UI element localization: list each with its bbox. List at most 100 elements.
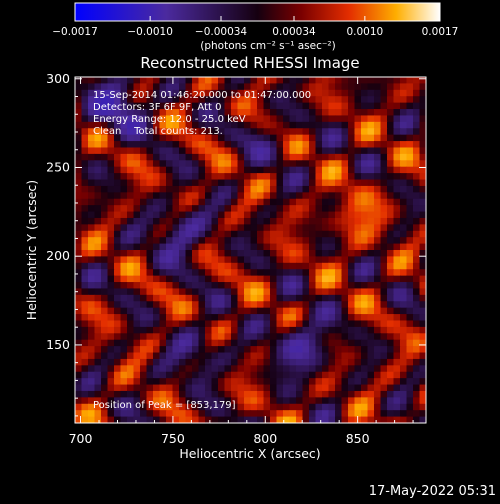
- heatmap-cell: [276, 89, 284, 97]
- heatmap-cell: [354, 83, 362, 91]
- heatmap-cell: [361, 288, 369, 296]
- heatmap-cell: [309, 141, 317, 149]
- heatmap-cell: [322, 141, 330, 149]
- heatmap-cell: [114, 192, 122, 200]
- heatmap-cell: [94, 250, 102, 258]
- heatmap-cell: [361, 102, 369, 110]
- heatmap-cell: [276, 192, 284, 200]
- heatmap-cell: [380, 173, 388, 181]
- heatmap-cell: [172, 397, 180, 405]
- heatmap-cell: [185, 121, 193, 129]
- heatmap-cell: [231, 134, 239, 142]
- heatmap-cell: [107, 121, 115, 129]
- heatmap-cell: [328, 384, 336, 392]
- heatmap-cell: [289, 134, 297, 142]
- heatmap-cell: [211, 301, 219, 309]
- heatmap-cell: [354, 326, 362, 334]
- heatmap-cell: [159, 198, 167, 206]
- heatmap-cell: [250, 275, 258, 283]
- heatmap-cell: [406, 89, 414, 97]
- heatmap-cell: [140, 185, 148, 193]
- heatmap-cell: [205, 365, 213, 373]
- heatmap-cell: [192, 153, 200, 161]
- heatmap-cell: [315, 179, 323, 187]
- heatmap-cell: [270, 230, 278, 238]
- heatmap-cell: [276, 262, 284, 270]
- heatmap-cell: [185, 346, 193, 354]
- heatmap-cell: [387, 416, 395, 423]
- heatmap-cell: [224, 352, 232, 360]
- heatmap-cell: [400, 390, 408, 398]
- heatmap-cell: [133, 250, 141, 258]
- heatmap-cell: [237, 371, 245, 379]
- heatmap-cell: [419, 365, 426, 373]
- heatmap-cell: [315, 77, 323, 85]
- heatmap-cell: [335, 378, 343, 386]
- heatmap-cell: [341, 109, 349, 117]
- heatmap-cell: [114, 250, 122, 258]
- heatmap-cell: [263, 121, 271, 129]
- heatmap-cell: [88, 198, 96, 206]
- heatmap-cell: [244, 198, 252, 206]
- heatmap-cell: [224, 326, 232, 334]
- heatmap-cell: [244, 256, 252, 264]
- heatmap-cell: [419, 390, 426, 398]
- heatmap-cell: [302, 89, 310, 97]
- heatmap-cell: [88, 109, 96, 117]
- heatmap-cell: [367, 121, 375, 129]
- heatmap-cell: [127, 96, 135, 104]
- heatmap-cell: [309, 77, 317, 85]
- heatmap-cell: [361, 339, 369, 347]
- heatmap-cell: [374, 301, 382, 309]
- heatmap-cell: [231, 121, 239, 129]
- heatmap-cell: [276, 166, 284, 174]
- heatmap-cell: [192, 96, 200, 104]
- heatmap-cell: [94, 121, 102, 129]
- heatmap-cell: [127, 192, 135, 200]
- heatmap-cell: [302, 102, 310, 110]
- heatmap-cell: [380, 346, 388, 354]
- heatmap-cell: [88, 294, 96, 302]
- heatmap-cell: [205, 320, 213, 328]
- heatmap-cell: [263, 198, 271, 206]
- heatmap-cell: [211, 217, 219, 225]
- heatmap-cell: [315, 153, 323, 161]
- heatmap-cell: [166, 121, 174, 129]
- heatmap-cell: [328, 378, 336, 386]
- heatmap-cell: [361, 397, 369, 405]
- heatmap-cell: [211, 77, 219, 85]
- heatmap-cell: [289, 365, 297, 373]
- heatmap-cell: [393, 109, 401, 117]
- heatmap-cell: [244, 217, 252, 225]
- heatmap-cell: [393, 403, 401, 411]
- heatmap-cell: [309, 160, 317, 168]
- heatmap-cell: [159, 416, 167, 423]
- heatmap-cell: [192, 179, 200, 187]
- heatmap-cell: [296, 160, 304, 168]
- heatmap-cell: [361, 243, 369, 251]
- heatmap-cell: [289, 96, 297, 104]
- heatmap-cell: [361, 128, 369, 136]
- heatmap-cell: [276, 77, 284, 85]
- heatmap-cell: [276, 211, 284, 219]
- heatmap-cell: [224, 211, 232, 219]
- heatmap-cell: [296, 301, 304, 309]
- heatmap-cell: [276, 397, 284, 405]
- heatmap-cell: [400, 282, 408, 290]
- heatmap-cell: [211, 262, 219, 270]
- heatmap-cell: [335, 326, 343, 334]
- heatmap-cell: [172, 160, 180, 168]
- heatmap-cell: [328, 282, 336, 290]
- heatmap-cell: [107, 333, 115, 341]
- heatmap-cell: [81, 397, 89, 405]
- heatmap-cell: [224, 192, 232, 200]
- heatmap-cell: [289, 205, 297, 213]
- heatmap-cell: [413, 128, 421, 136]
- heatmap-cell: [341, 262, 349, 270]
- heatmap-cell: [159, 153, 167, 161]
- heatmap-cell: [276, 256, 284, 264]
- heatmap-cell: [322, 275, 330, 283]
- heatmap-cell: [257, 160, 265, 168]
- heatmap-cell: [244, 141, 252, 149]
